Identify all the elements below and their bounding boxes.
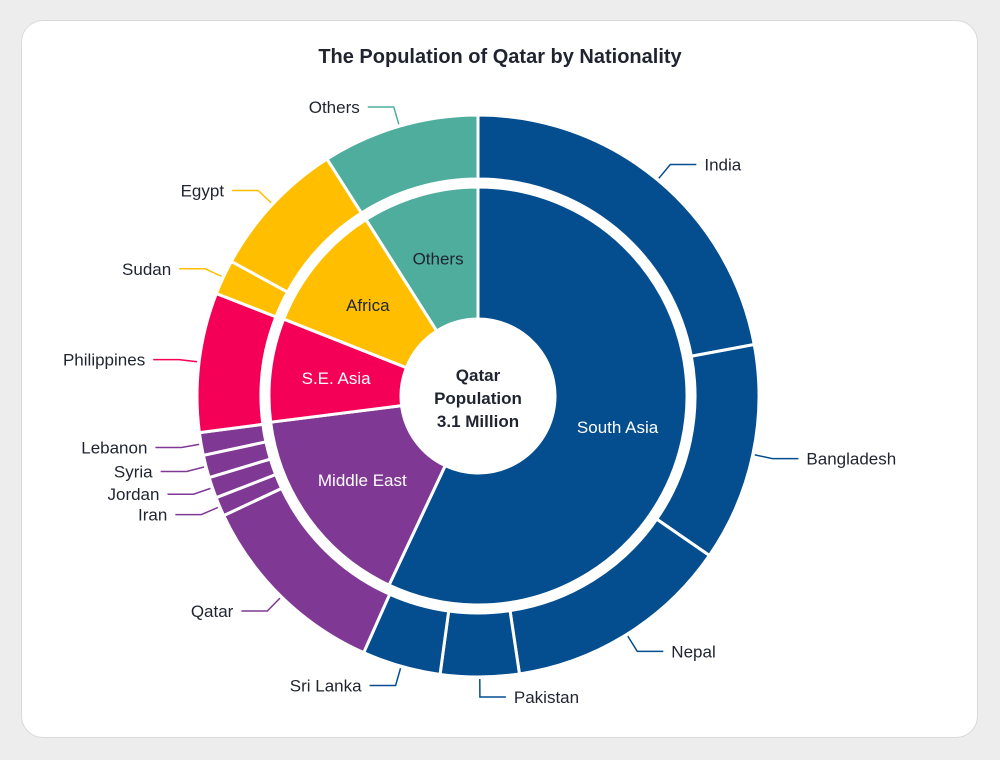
outer-slice-pakistan: [438, 608, 522, 679]
inner-label-middle-east: Middle East: [318, 471, 407, 490]
leader-sri-lanka: [369, 667, 402, 687]
leader-nepal: [627, 635, 664, 653]
outer-ring: [195, 113, 761, 679]
inner-label-s-e-asia: S.E. Asia: [302, 369, 372, 388]
center-label-line-1: Qatar: [456, 366, 501, 385]
outer-label-others: Others: [309, 98, 360, 117]
outer-label-bangladesh: Bangladesh: [806, 450, 896, 469]
inner-label-south-asia: South Asia: [577, 418, 659, 437]
outer-label-sri-lanka: Sri Lanka: [290, 677, 362, 696]
outer-label-syria: Syria: [114, 463, 153, 482]
leader-pakistan: [479, 678, 506, 698]
outer-slice-others: [324, 113, 480, 216]
label-leaders: [153, 106, 799, 698]
outer-labels: India Bangladesh Nepal Pakistan Sri Lanka Qat…: [63, 98, 896, 707]
outer-label-qatar: Qatar: [191, 602, 234, 621]
outer-slice-philippines: [195, 291, 278, 435]
outer-label-egypt: Egypt: [181, 181, 225, 200]
center-label-line-3: 3.1 Million: [437, 412, 519, 431]
outer-label-sudan: Sudan: [122, 260, 171, 279]
leader-egypt: [232, 189, 272, 204]
leader-philippines: [153, 358, 198, 363]
leader-qatar: [241, 597, 281, 612]
outer-label-jordan: Jordan: [107, 485, 159, 504]
outer-label-lebanon: Lebanon: [81, 438, 147, 457]
leader-lebanon: [155, 443, 200, 449]
outer-label-pakistan: Pakistan: [514, 688, 579, 707]
leader-india: [658, 163, 697, 179]
leader-sudan: [179, 268, 222, 278]
outer-label-nepal: Nepal: [671, 642, 715, 661]
outer-label-philippines: Philippines: [63, 351, 145, 370]
leader-syria: [160, 466, 205, 473]
inner-ring: [267, 185, 689, 607]
chart-title: The Population of Qatar by Nationality: [318, 46, 682, 68]
outer-label-india: India: [704, 155, 741, 174]
leader-iran: [175, 506, 219, 516]
outer-label-iran: Iran: [138, 506, 167, 525]
inner-label-others: Others: [413, 250, 464, 269]
inner-labels: South Asia Middle East S.E. Asia Africa Othe…: [302, 250, 659, 490]
leader-others: [367, 106, 400, 125]
leader-bangladesh: [754, 454, 799, 460]
center-hole: [401, 319, 555, 473]
inner-label-africa: Africa: [346, 296, 390, 315]
leader-jordan: [167, 487, 211, 495]
center-label-line-2: Population: [434, 389, 522, 408]
